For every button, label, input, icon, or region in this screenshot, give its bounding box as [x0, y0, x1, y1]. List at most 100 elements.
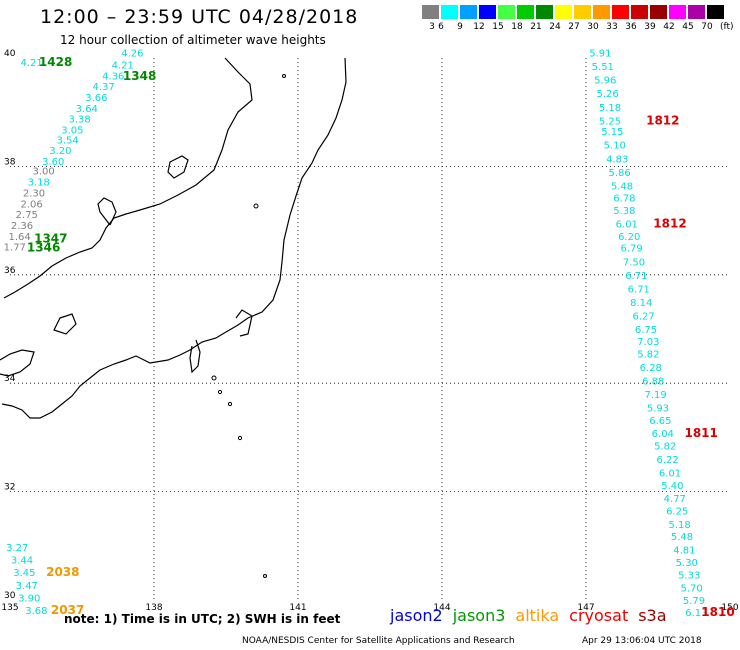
legend-bin-label: 33 [606, 22, 618, 32]
wave-height-value: 6.28 [640, 363, 662, 374]
legend-bin-label: 3 [429, 22, 435, 32]
wave-height-value: 1.77 [4, 243, 26, 254]
satellite-name: cryosat [569, 606, 629, 625]
coastline [0, 57, 347, 578]
wave-height-value: 6.71 [625, 271, 647, 282]
lon-tick-label: 135 [1, 603, 18, 613]
wave-height-value: 4.37 [92, 82, 114, 93]
wave-height-value: 5.48 [611, 181, 633, 192]
legend-swatch [517, 5, 534, 19]
wave-height-value: 3.66 [85, 93, 107, 104]
honshu-japan-sea-coast [3, 57, 253, 299]
lon-tick-label: 138 [145, 603, 162, 613]
wave-height-value: 3.45 [13, 568, 35, 579]
wave-height-value: 6.65 [649, 416, 671, 427]
wave-height-value: 5.79 [683, 596, 705, 607]
legend-swatch [460, 5, 477, 19]
legend-bin-label: 39 [644, 22, 656, 32]
pass-time-label: 1348 [123, 69, 156, 83]
legend-bin-label: 12 [473, 22, 485, 32]
wave-height-value: 6.04 [652, 429, 674, 440]
wave-height-value: 5.26 [596, 89, 618, 100]
wave-height-value: 7.19 [644, 390, 666, 401]
footer-credit: NOAA/NESDIS Center for Satellite Applica… [242, 636, 515, 646]
wave-height-value: 5.82 [654, 442, 676, 453]
sado-island [167, 155, 189, 179]
awaji-island [53, 313, 77, 335]
legend-swatch [650, 5, 667, 19]
wave-height-value: 4.83 [606, 154, 628, 165]
wave-height-value: 2.36 [11, 221, 33, 232]
wave-height-value: 8.14 [630, 298, 652, 309]
satellite-name: jason3 [452, 606, 506, 625]
wave-height-value: 1.64 [8, 232, 30, 243]
wave-height-value: 3.54 [56, 135, 78, 146]
wave-height-value: 3.60 [42, 157, 64, 168]
wave-height-value: 3.44 [11, 555, 33, 566]
wave-height-value: 5.33 [678, 571, 700, 582]
axis-ticks: 135 138 141 144 147 150 40 38 36 34 32 30 [1, 49, 738, 613]
legend-bin-label: 21 [530, 22, 542, 32]
wave-height-value: 5.70 [680, 584, 702, 595]
honshu-pacific-coast [1, 57, 347, 419]
izu-island-niijima [217, 389, 223, 395]
legend-swatch [707, 5, 724, 19]
satellite-name: s3a [638, 606, 667, 625]
izu-peninsula [189, 339, 201, 374]
small-island-lake [253, 203, 259, 209]
legend-unit: (ft) [720, 22, 734, 32]
lat-tick-label: 34 [4, 374, 16, 384]
izu-island-hachijo [237, 435, 243, 441]
map-grid [10, 58, 730, 600]
wave-height-value: 3.47 [16, 581, 38, 592]
satellite-name: altika [515, 606, 560, 625]
legend-bin-label: 18 [511, 22, 523, 32]
wave-height-value: 6.27 [632, 311, 654, 322]
legend-swatch [593, 5, 610, 19]
pass-time-label: 2038 [46, 565, 79, 579]
wave-height-value: 5.18 [599, 103, 621, 114]
legend-swatch [669, 5, 686, 19]
wave-height-value: 5.40 [661, 481, 683, 492]
pass-time-label: 1812 [646, 113, 679, 127]
page-subtitle: 12 hour collection of altimeter wave hei… [60, 33, 326, 47]
lat-tick-label: 40 [4, 49, 16, 59]
wave-height-value: 5.15 [601, 127, 623, 138]
noto-peninsula [97, 197, 117, 226]
wave-height-value: 3.05 [61, 126, 83, 137]
wave-height-value: 2.75 [16, 210, 38, 221]
legend-swatch [422, 5, 439, 19]
legend-swatch [688, 5, 705, 19]
wave-height-value: 7.03 [637, 337, 659, 348]
altimeter-tracks: 4.214.264.214.364.373.663.643.383.053.54… [4, 49, 708, 619]
izu-island-oshima [211, 375, 217, 381]
wave-height-value: 3.20 [49, 146, 71, 157]
wave-height-value: 3.18 [28, 178, 50, 189]
wave-height-value: 4.21 [112, 61, 134, 72]
wave-height-value: 5.51 [592, 62, 614, 73]
legend-swatch [631, 5, 648, 19]
wave-height-value: 4.36 [102, 71, 124, 82]
wave-height-value: 5.93 [647, 404, 669, 415]
izu-island-miyake [227, 401, 233, 407]
legend-bin-label: 36 [625, 22, 637, 32]
wave-height-value: 6.79 [620, 244, 642, 255]
lat-tick-label: 32 [4, 483, 15, 493]
wave-height-value: 6.22 [656, 455, 678, 466]
lat-tick-label: 38 [4, 157, 16, 167]
pass-time-label: 1347 [34, 231, 67, 245]
lon-tick-label: 141 [289, 603, 306, 613]
wave-height-value: 3.00 [32, 167, 54, 178]
legend-swatch [612, 5, 629, 19]
legend-bin-label: 24 [549, 22, 561, 32]
wave-height-value: 5.38 [613, 206, 635, 217]
wave-height-value: 3.27 [6, 543, 28, 554]
legend-swatch [536, 5, 553, 19]
legend-swatch [441, 5, 458, 19]
wave-height-value: 3.90 [18, 593, 40, 604]
wave-height-value: 6.88 [642, 376, 664, 387]
lon-tick-label: 150 [721, 603, 738, 613]
page-title: 12:00 – 23:59 UTC 04/28/2018 [40, 6, 359, 28]
